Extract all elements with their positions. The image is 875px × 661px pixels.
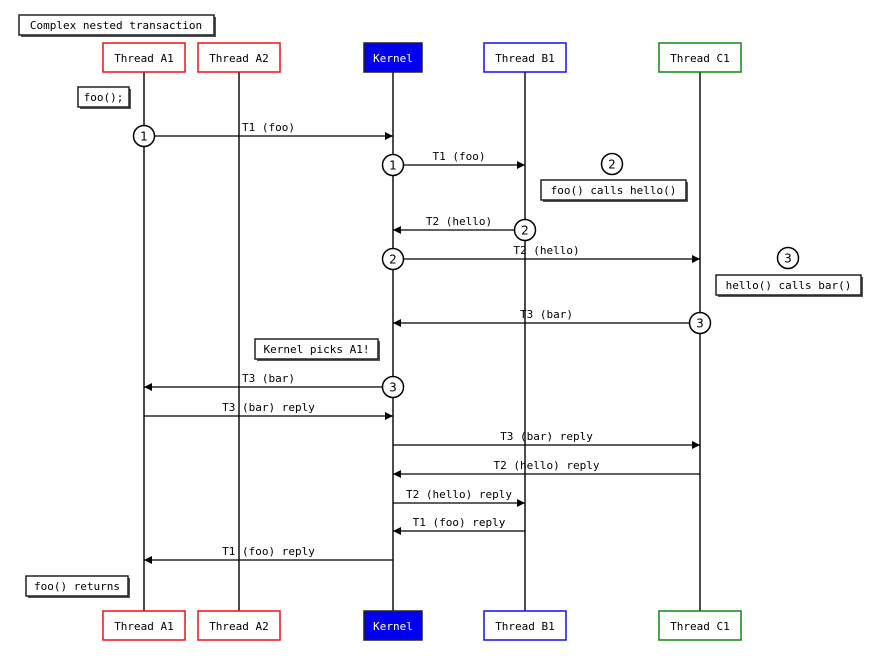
participant-label: Kernel bbox=[373, 52, 413, 65]
participant-label: Thread B1 bbox=[495, 620, 555, 633]
participant-k-top: Kernel bbox=[363, 42, 423, 73]
message-label: T1 (foo) bbox=[242, 121, 295, 134]
note-box bbox=[77, 86, 130, 108]
note-box bbox=[254, 338, 379, 360]
message-label: T2 (hello) bbox=[426, 215, 492, 228]
step-marker: 1 bbox=[132, 124, 156, 148]
note-text: hello() calls bar() bbox=[726, 279, 852, 292]
note-box bbox=[540, 179, 687, 201]
note-box bbox=[715, 274, 862, 296]
note: foo() returns bbox=[25, 575, 130, 598]
step-marker: 3 bbox=[776, 246, 800, 270]
participant-a2-bottom: Thread A2 bbox=[197, 610, 281, 641]
participant-k-bottom: Kernel bbox=[363, 610, 423, 641]
participant-c1-top: Thread C1 bbox=[658, 42, 742, 73]
title-note: Complex nested transaction bbox=[18, 14, 216, 37]
note-box bbox=[25, 575, 129, 597]
step-marker: 1 bbox=[381, 153, 405, 177]
step-marker-number: 1 bbox=[140, 130, 148, 144]
note-text: foo() returns bbox=[34, 580, 120, 593]
participant-box bbox=[363, 610, 423, 641]
note: Kernel picks A1! bbox=[254, 338, 380, 361]
note-text: Kernel picks A1! bbox=[264, 343, 370, 356]
message-label: T2 (hello) reply bbox=[406, 488, 512, 501]
participant-box bbox=[102, 610, 186, 641]
step-marker: 2 bbox=[513, 218, 537, 242]
step-marker-number: 2 bbox=[389, 253, 397, 267]
note-text: foo(); bbox=[84, 91, 124, 104]
participant-box bbox=[197, 610, 281, 641]
message-label: T3 (bar) bbox=[242, 372, 295, 385]
participant-label: Thread A2 bbox=[209, 620, 269, 633]
note: foo() calls hello() 2 bbox=[540, 152, 688, 202]
note-text: foo() calls hello() bbox=[551, 184, 677, 197]
message-arrow: T2 (hello) 2 bbox=[381, 244, 700, 271]
participant-a1-bottom: Thread A1 bbox=[102, 610, 186, 641]
message-arrow: T1 (foo) reply bbox=[144, 545, 393, 564]
participant-b1-top: Thread B1 bbox=[483, 42, 567, 73]
message-label: T2 (hello) reply bbox=[494, 459, 600, 472]
message-arrow: T2 (hello) 2 bbox=[393, 215, 537, 242]
step-marker: 3 bbox=[688, 311, 712, 335]
step-marker: 3 bbox=[381, 375, 405, 399]
participant-label: Thread C1 bbox=[670, 52, 730, 65]
message-arrow: T3 (bar) 3 bbox=[393, 308, 712, 335]
step-marker-circle bbox=[381, 247, 405, 271]
message-arrow: T3 (bar) reply bbox=[144, 401, 393, 420]
diagram-title: Complex nested transaction bbox=[30, 19, 202, 32]
participant-label: Thread A1 bbox=[114, 620, 174, 633]
participant-c1-bottom: Thread C1 bbox=[658, 610, 742, 641]
participant-box bbox=[658, 610, 742, 641]
note: hello() calls bar() 3 bbox=[715, 246, 863, 297]
step-marker-circle bbox=[381, 375, 405, 399]
message-label: T1 (foo) reply bbox=[222, 545, 315, 558]
message-arrow: T2 (hello) reply bbox=[393, 459, 700, 478]
participant-label: Thread B1 bbox=[495, 52, 555, 65]
message-label: T3 (bar) bbox=[520, 308, 573, 321]
participant-box bbox=[363, 42, 423, 73]
message-arrow: T3 (bar) reply bbox=[393, 430, 700, 449]
participant-a2-top: Thread A2 bbox=[197, 42, 281, 73]
step-marker-number: 3 bbox=[784, 252, 792, 266]
step-marker-number: 2 bbox=[521, 224, 529, 238]
step-marker-circle bbox=[688, 311, 712, 335]
participant-b1-bottom: Thread B1 bbox=[483, 610, 567, 641]
step-marker-circle bbox=[600, 152, 624, 176]
step-marker: 2 bbox=[381, 247, 405, 271]
message-arrow: T2 (hello) reply bbox=[393, 488, 525, 507]
step-marker-number: 3 bbox=[696, 317, 704, 331]
step-marker-circle bbox=[132, 124, 156, 148]
participant-box bbox=[197, 42, 281, 73]
step-marker: 2 bbox=[600, 152, 624, 176]
message-label: T1 (foo) reply bbox=[413, 516, 506, 529]
message-label: T3 (bar) reply bbox=[222, 401, 315, 414]
participant-label: Thread C1 bbox=[670, 620, 730, 633]
message-label: T2 (hello) bbox=[513, 244, 579, 257]
step-marker-circle bbox=[513, 218, 537, 242]
note: foo(); bbox=[77, 86, 131, 109]
step-marker-number: 3 bbox=[389, 381, 397, 395]
message-arrow: T1 (foo) 1 bbox=[132, 121, 393, 148]
step-marker-number: 2 bbox=[608, 158, 616, 172]
participant-box bbox=[483, 42, 567, 73]
participant-label: Thread A2 bbox=[209, 52, 269, 65]
message-arrow: T3 (bar) 3 bbox=[144, 372, 405, 399]
participant-label: Thread A1 bbox=[114, 52, 174, 65]
message-arrow: T1 (foo) reply bbox=[393, 516, 525, 535]
step-marker-circle bbox=[776, 246, 800, 270]
participant-a1-top: Thread A1 bbox=[102, 42, 186, 73]
message-arrow: T1 (foo) 1 bbox=[381, 150, 525, 177]
message-label: T3 (bar) reply bbox=[500, 430, 593, 443]
step-marker-circle bbox=[381, 153, 405, 177]
participant-label: Kernel bbox=[373, 620, 413, 633]
participant-box bbox=[102, 42, 186, 73]
participant-box bbox=[483, 610, 567, 641]
message-label: T1 (foo) bbox=[433, 150, 486, 163]
step-marker-number: 1 bbox=[389, 159, 397, 173]
participant-box bbox=[658, 42, 742, 73]
